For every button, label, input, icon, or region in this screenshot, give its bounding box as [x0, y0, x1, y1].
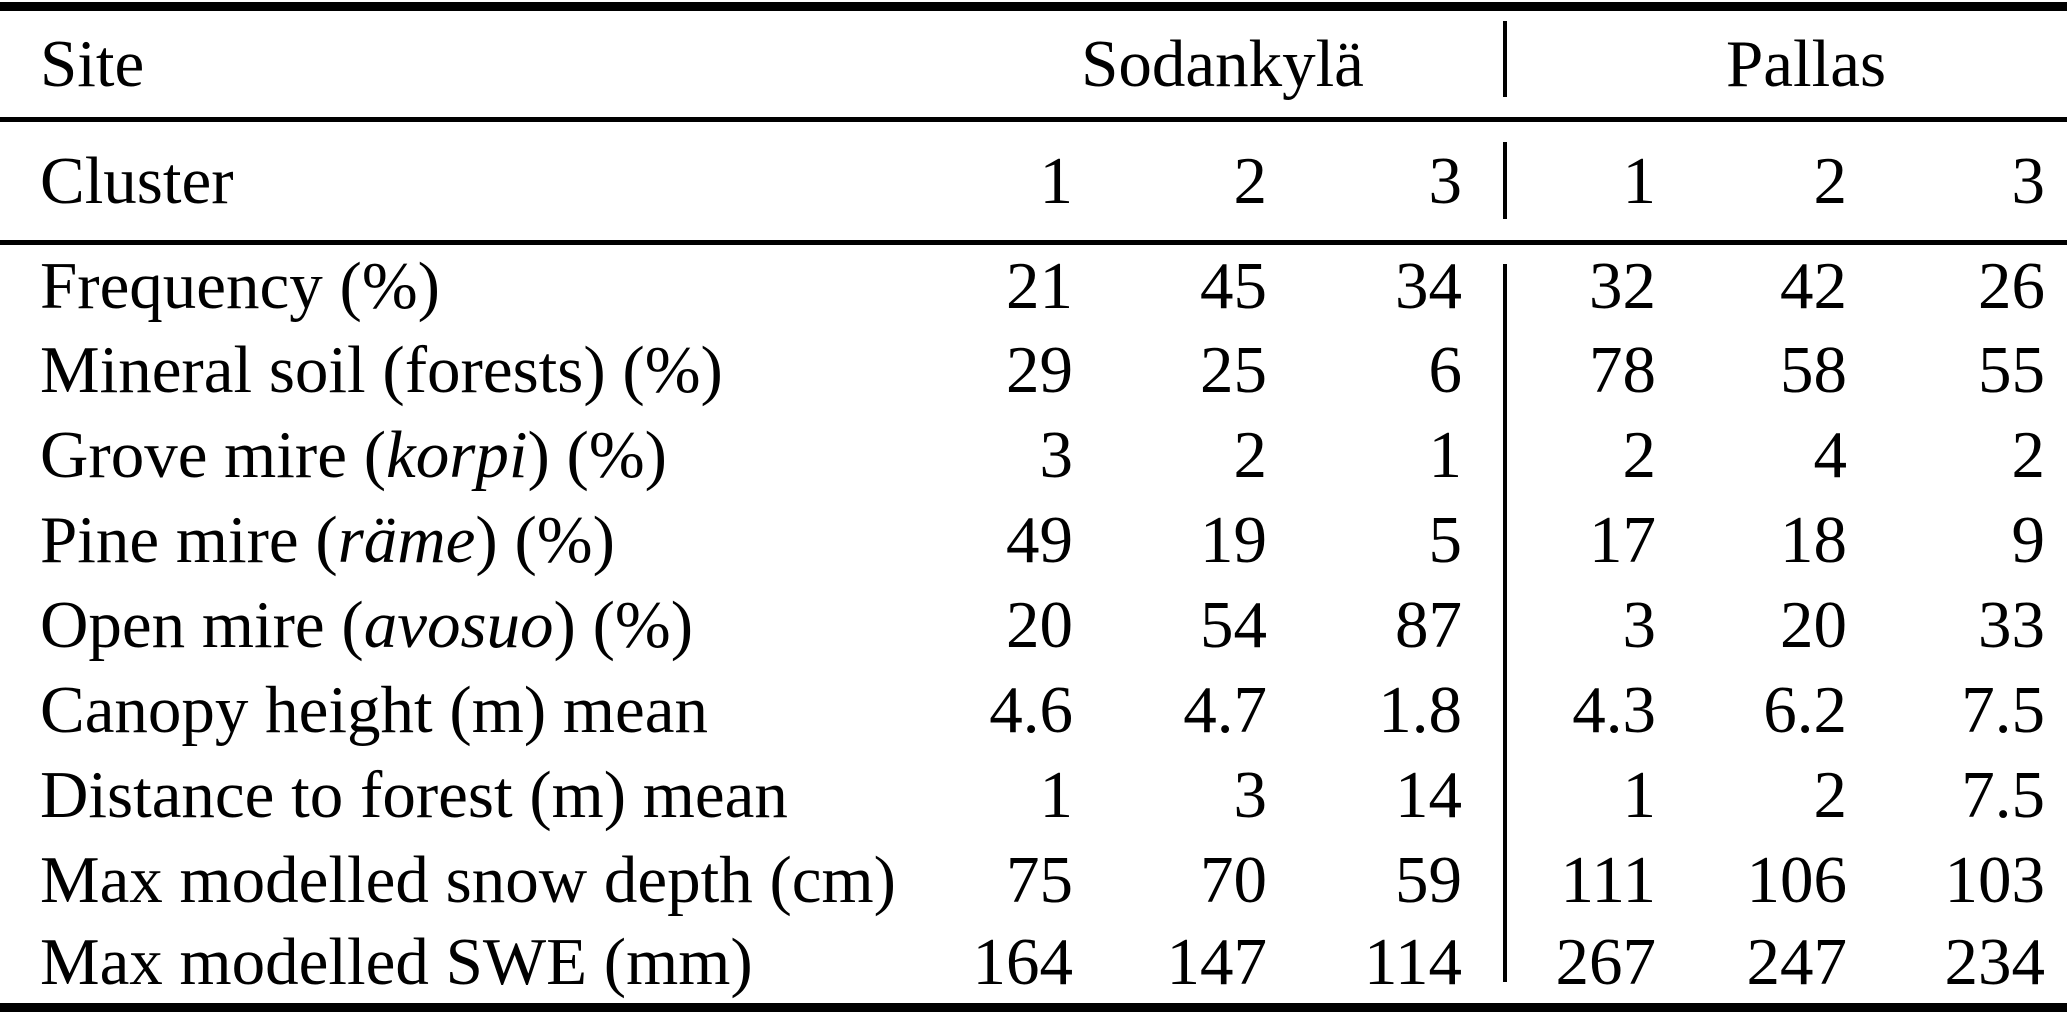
value-cell: 33	[1978, 587, 2046, 662]
value-cell: 78	[1589, 332, 1656, 407]
table-row: Distance to forest (m) mean 1 3 14 1 2 7…	[0, 752, 2067, 838]
row-label: Pine mire (räme) (%)	[40, 502, 615, 577]
value-cell: 103	[1944, 842, 2046, 917]
value-cell: 164	[972, 925, 1074, 1000]
table-row: Max modelled snow depth (cm) 75 70 59 11…	[0, 837, 2067, 923]
table-row: Open mire (avosuo) (%) 20 54 87 3 20 33	[0, 582, 2067, 668]
value-cell: 3	[1622, 587, 1657, 662]
row-label: Mineral soil (forests) (%)	[40, 332, 723, 407]
value-cell: 19	[1200, 502, 1267, 577]
table-row: Grove mire (korpi) (%) 3 2 1 2 4 2	[0, 412, 2067, 498]
value-cell: 58	[1780, 332, 1847, 407]
value-cell: 7.5	[1961, 757, 2046, 832]
value-cell: 2	[1233, 417, 1268, 492]
value-cell: 75	[1006, 842, 1073, 917]
value-cell: 54	[1200, 587, 1267, 662]
cluster-number-cell: 3	[2011, 143, 2046, 218]
value-cell: 4.7	[1183, 672, 1267, 747]
value-cell: 17	[1589, 502, 1656, 577]
value-cell: 7.5	[1961, 672, 2046, 747]
value-cell: 9	[2011, 502, 2046, 577]
row-label: Frequency (%)	[40, 248, 440, 323]
value-cell: 106	[1746, 842, 1848, 917]
value-cell: 3	[1233, 757, 1268, 832]
value-cell: 2	[1622, 417, 1657, 492]
row-label: Max modelled SWE (mm)	[40, 925, 753, 1000]
value-cell: 49	[1006, 502, 1073, 577]
row-label: Grove mire (korpi) (%)	[40, 417, 667, 492]
row-label: Canopy height (m) mean	[40, 672, 708, 747]
value-cell: 45	[1200, 248, 1267, 323]
value-cell: 147	[1166, 925, 1268, 1000]
table-row: Pine mire (räme) (%) 49 19 5 17 18 9	[0, 497, 2067, 583]
value-cell: 1	[1622, 757, 1657, 832]
table-row: Frequency (%) 21 45 34 32 42 26	[0, 243, 2067, 328]
value-cell: 267	[1555, 925, 1657, 1000]
value-cell: 55	[1978, 332, 2046, 407]
value-cell: 26	[1978, 248, 2046, 323]
table-row: Max modelled SWE (mm) 164 147 114 267 24…	[0, 922, 2067, 1008]
site-label: Site	[40, 26, 145, 101]
value-cell: 2	[2011, 417, 2046, 492]
cluster-number-cell: 3	[1267, 120, 1507, 243]
value-cell: 32	[1589, 248, 1656, 323]
value-cell: 5	[1267, 497, 1507, 583]
value-cell: 1.8	[1267, 667, 1507, 753]
row-label: Max modelled snow depth (cm)	[40, 842, 896, 917]
value-cell: 3	[1039, 417, 1074, 492]
cluster-number-cell: 1	[1622, 143, 1657, 218]
site-header-row: Site Sodankylä Pallas	[0, 7, 2067, 120]
table-row: Canopy height (m) mean 4.6 4.7 1.8 4.3 6…	[0, 667, 2067, 753]
cluster-label: Cluster	[40, 143, 234, 218]
value-cell: 111	[1560, 842, 1656, 917]
value-cell: 20	[1780, 587, 1847, 662]
cluster-number-cell: 2	[1233, 143, 1268, 218]
value-cell: 59	[1267, 837, 1507, 923]
value-cell: 2	[1813, 757, 1848, 832]
value-cell: 21	[1006, 248, 1073, 323]
cluster-number-cell: 2	[1813, 143, 1848, 218]
value-cell: 4	[1813, 417, 1848, 492]
value-cell: 6	[1267, 327, 1507, 413]
table-row: Mineral soil (forests) (%) 29 25 6 78 58…	[0, 327, 2067, 413]
value-cell: 42	[1780, 248, 1847, 323]
value-cell: 4.6	[989, 672, 1073, 747]
row-label: Open mire (avosuo) (%)	[40, 587, 694, 662]
value-cell: 20	[1006, 587, 1073, 662]
value-cell: 87	[1267, 582, 1507, 668]
value-cell: 70	[1200, 842, 1267, 917]
row-label: Distance to forest (m) mean	[40, 757, 788, 832]
value-cell: 34	[1267, 243, 1507, 328]
value-cell: 247	[1746, 925, 1848, 1000]
site-group-sodankyla: Sodankylä	[918, 7, 1507, 120]
value-cell: 6.2	[1763, 672, 1847, 747]
site-group-pallas: Pallas	[1725, 26, 1887, 101]
value-cell: 1	[1039, 757, 1074, 832]
value-cell: 18	[1780, 502, 1847, 577]
value-cell: 29	[1006, 332, 1073, 407]
table-body: Frequency (%) 21 45 34 32 42 26 Mineral …	[0, 243, 2067, 1008]
value-cell: 234	[1944, 925, 2046, 1000]
value-cell: 1	[1267, 412, 1507, 498]
value-cell: 4.3	[1572, 672, 1656, 747]
value-cell: 14	[1267, 752, 1507, 838]
value-cell: 114	[1267, 922, 1507, 1008]
cluster-header-row: Cluster 1 2 3 1 2 3	[0, 120, 2067, 243]
value-cell: 25	[1200, 332, 1267, 407]
cluster-number-cell: 1	[1039, 143, 1074, 218]
